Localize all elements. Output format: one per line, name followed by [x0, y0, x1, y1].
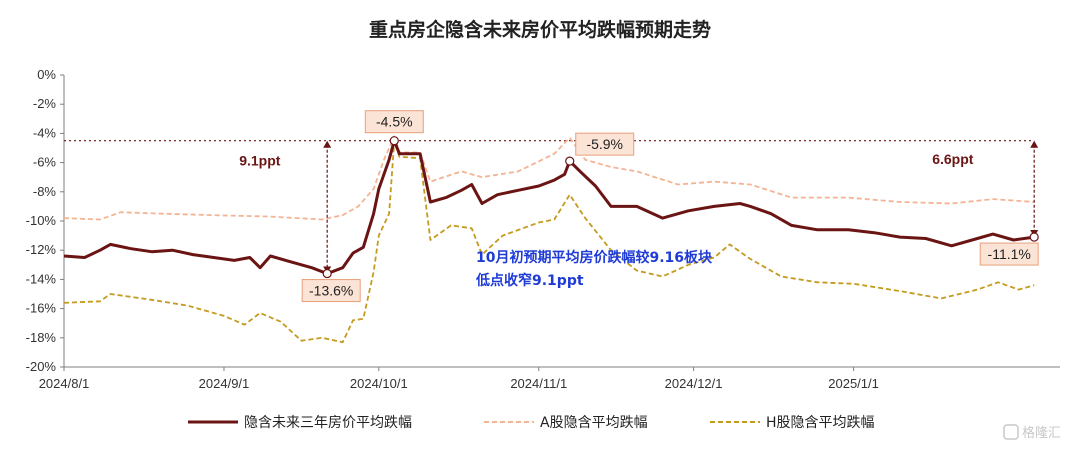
series-group [63, 135, 1035, 344]
point-label: -11.1% [988, 246, 1031, 262]
x-tick-label: 2024/12/1 [665, 376, 723, 391]
point-label: -5.9% [586, 136, 623, 152]
x-tick-label: 2024/9/1 [199, 376, 250, 391]
point-label-box [575, 132, 635, 156]
legend-label-main: 隐含未来三年房价平均跌幅 [244, 415, 412, 431]
legend-label-a-share: A股隐含平均跌幅 [540, 415, 648, 431]
point-label-box [364, 110, 424, 134]
legend-label-h-share: H股隐含平均跌幅 [766, 415, 875, 431]
point-marker [322, 268, 332, 279]
y-tick-label: -14% [26, 271, 57, 286]
y-tick-label: -2% [33, 96, 57, 111]
note-line-1: 10月初预期平均房价跌幅较9.16板块 [476, 249, 713, 266]
y-tick-label: 0% [37, 67, 56, 82]
watermark-text: 格隆汇 [1022, 425, 1061, 441]
y-tick-label: -10% [26, 213, 57, 228]
gap-label-left: 9.1ppt [239, 153, 281, 169]
chart-title: 重点房企隐含未来房价平均跌幅预期走势 [369, 18, 711, 41]
x-tick-label: 2024/10/1 [350, 376, 408, 391]
point-label-box [979, 242, 1039, 266]
series-line-a-share [63, 135, 1035, 221]
y-tick-label: -4% [33, 125, 57, 140]
watermark-logo-icon [1003, 424, 1019, 440]
note-line-2: 低点收窄9.1ppt [475, 272, 584, 289]
y-tick-label: -12% [26, 242, 57, 257]
point-marker [565, 156, 575, 166]
y-tick-label: -16% [26, 301, 57, 316]
gap-label-right: 6.6ppt [932, 151, 974, 167]
gap-arrow-head-up [323, 140, 332, 148]
x-tick-label: 2024/8/1 [39, 376, 90, 391]
point-marker [1029, 232, 1039, 242]
y-tick-label: -8% [33, 184, 57, 199]
x-axis: 2024/8/1 2024/9/1 2024/10/1 2024/11/1 2024/1… [39, 366, 1060, 391]
y-axis: 0% -2% -4% -6% -8% -10% -12% -14% -16% -18% -20% [26, 67, 65, 374]
series-line-h-share [63, 139, 1035, 344]
gap-arrow-head-up [1030, 140, 1039, 148]
point-labels: -13.6% -4.5% -5.9% -11.1% [301, 110, 1039, 303]
point-label: -13.6% [309, 283, 353, 299]
point-label-box [301, 279, 361, 303]
point-label: -4.5% [376, 114, 413, 130]
legend: 隐含未来三年房价平均跌幅 A股隐含平均跌幅 H股隐含平均跌幅 [188, 415, 875, 431]
x-tick-label: 2025/1/1 [828, 376, 879, 391]
y-tick-label: -20% [26, 359, 57, 374]
series-line-main [63, 139, 1035, 276]
y-tick-label: -18% [26, 330, 57, 345]
point-marker [389, 136, 399, 146]
x-tick-label: 2024/11/1 [510, 376, 567, 391]
y-tick-label: -6% [33, 155, 57, 170]
watermark: 格隆汇 [1003, 424, 1061, 441]
